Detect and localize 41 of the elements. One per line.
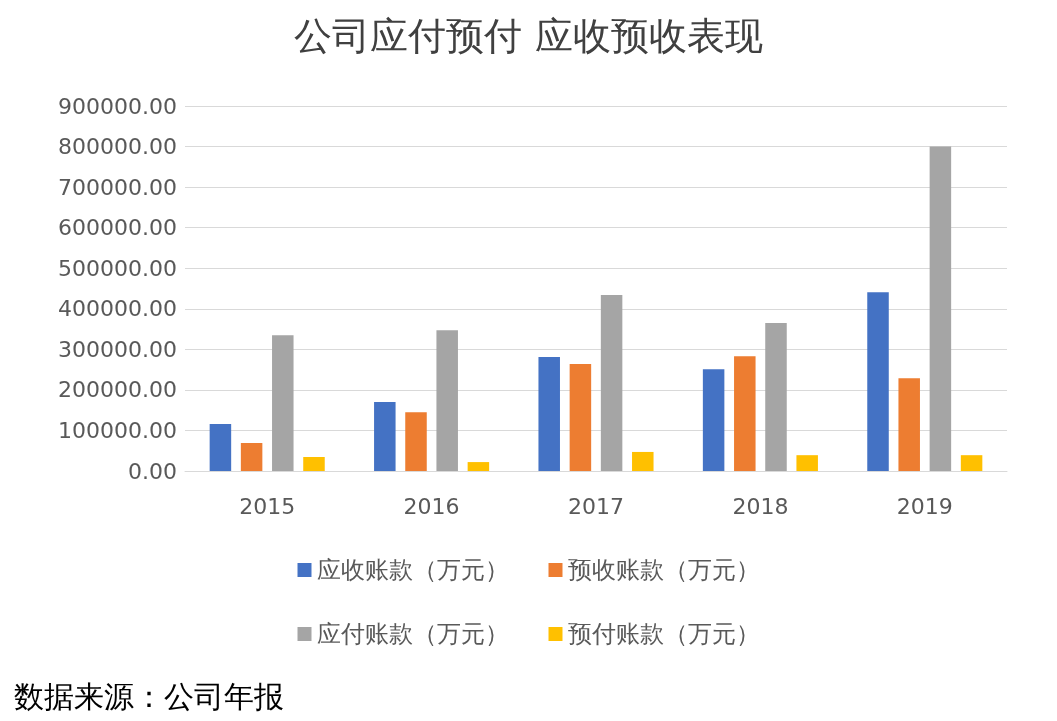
bar bbox=[569, 363, 592, 471]
y-tick-label: 300000.00 bbox=[58, 336, 177, 362]
x-tick-label: 2018 bbox=[732, 493, 789, 519]
y-tick-label: 700000.00 bbox=[58, 174, 177, 200]
x-tick-label: 2019 bbox=[896, 493, 953, 519]
legend-label: 应收账款（万元） bbox=[316, 556, 509, 584]
bar bbox=[303, 457, 325, 471]
bar bbox=[209, 423, 232, 471]
bar bbox=[240, 443, 263, 471]
y-tick-label: 600000.00 bbox=[58, 215, 177, 241]
bar bbox=[929, 146, 952, 471]
bar bbox=[702, 369, 725, 471]
bar bbox=[272, 335, 294, 471]
y-tick-label: 500000.00 bbox=[58, 255, 177, 281]
bar bbox=[960, 455, 983, 471]
bar bbox=[734, 356, 756, 471]
y-tick-label: 400000.00 bbox=[58, 296, 177, 322]
y-tick-label: 0.00 bbox=[128, 458, 177, 484]
bar bbox=[632, 451, 654, 471]
y-tick-label: 900000.00 bbox=[58, 93, 177, 119]
y-tick-label: 200000.00 bbox=[58, 377, 177, 403]
y-tick-label: 800000.00 bbox=[58, 134, 177, 160]
bar bbox=[796, 455, 818, 471]
bar bbox=[867, 292, 889, 471]
bar bbox=[405, 412, 427, 471]
source-note: 数据来源：公司年报 bbox=[14, 678, 284, 714]
bar bbox=[467, 462, 490, 471]
bar bbox=[898, 378, 920, 471]
bar bbox=[436, 330, 458, 471]
legend-label: 预付账款（万元） bbox=[567, 620, 760, 648]
legend-label: 应付账款（万元） bbox=[316, 620, 509, 648]
x-tick-label: 2016 bbox=[403, 493, 460, 519]
x-tick-label: 2015 bbox=[239, 493, 296, 519]
bar bbox=[538, 357, 560, 471]
x-tick-label: 2017 bbox=[568, 493, 624, 519]
y-tick-label: 100000.00 bbox=[58, 417, 177, 443]
bar bbox=[765, 322, 787, 471]
legend-label: 预收账款（万元） bbox=[567, 556, 760, 584]
bar bbox=[600, 294, 623, 471]
chart-title: 公司应付预付 应收预收表现 bbox=[294, 14, 763, 58]
bar bbox=[374, 402, 396, 471]
